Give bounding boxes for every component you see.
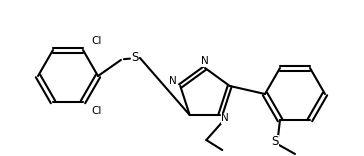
Text: S: S [131,51,139,64]
Text: N: N [201,56,209,66]
Text: Cl: Cl [91,36,102,46]
Text: N: N [221,113,229,123]
Text: S: S [271,135,279,149]
Text: N: N [169,76,177,86]
Text: Cl: Cl [91,106,102,116]
